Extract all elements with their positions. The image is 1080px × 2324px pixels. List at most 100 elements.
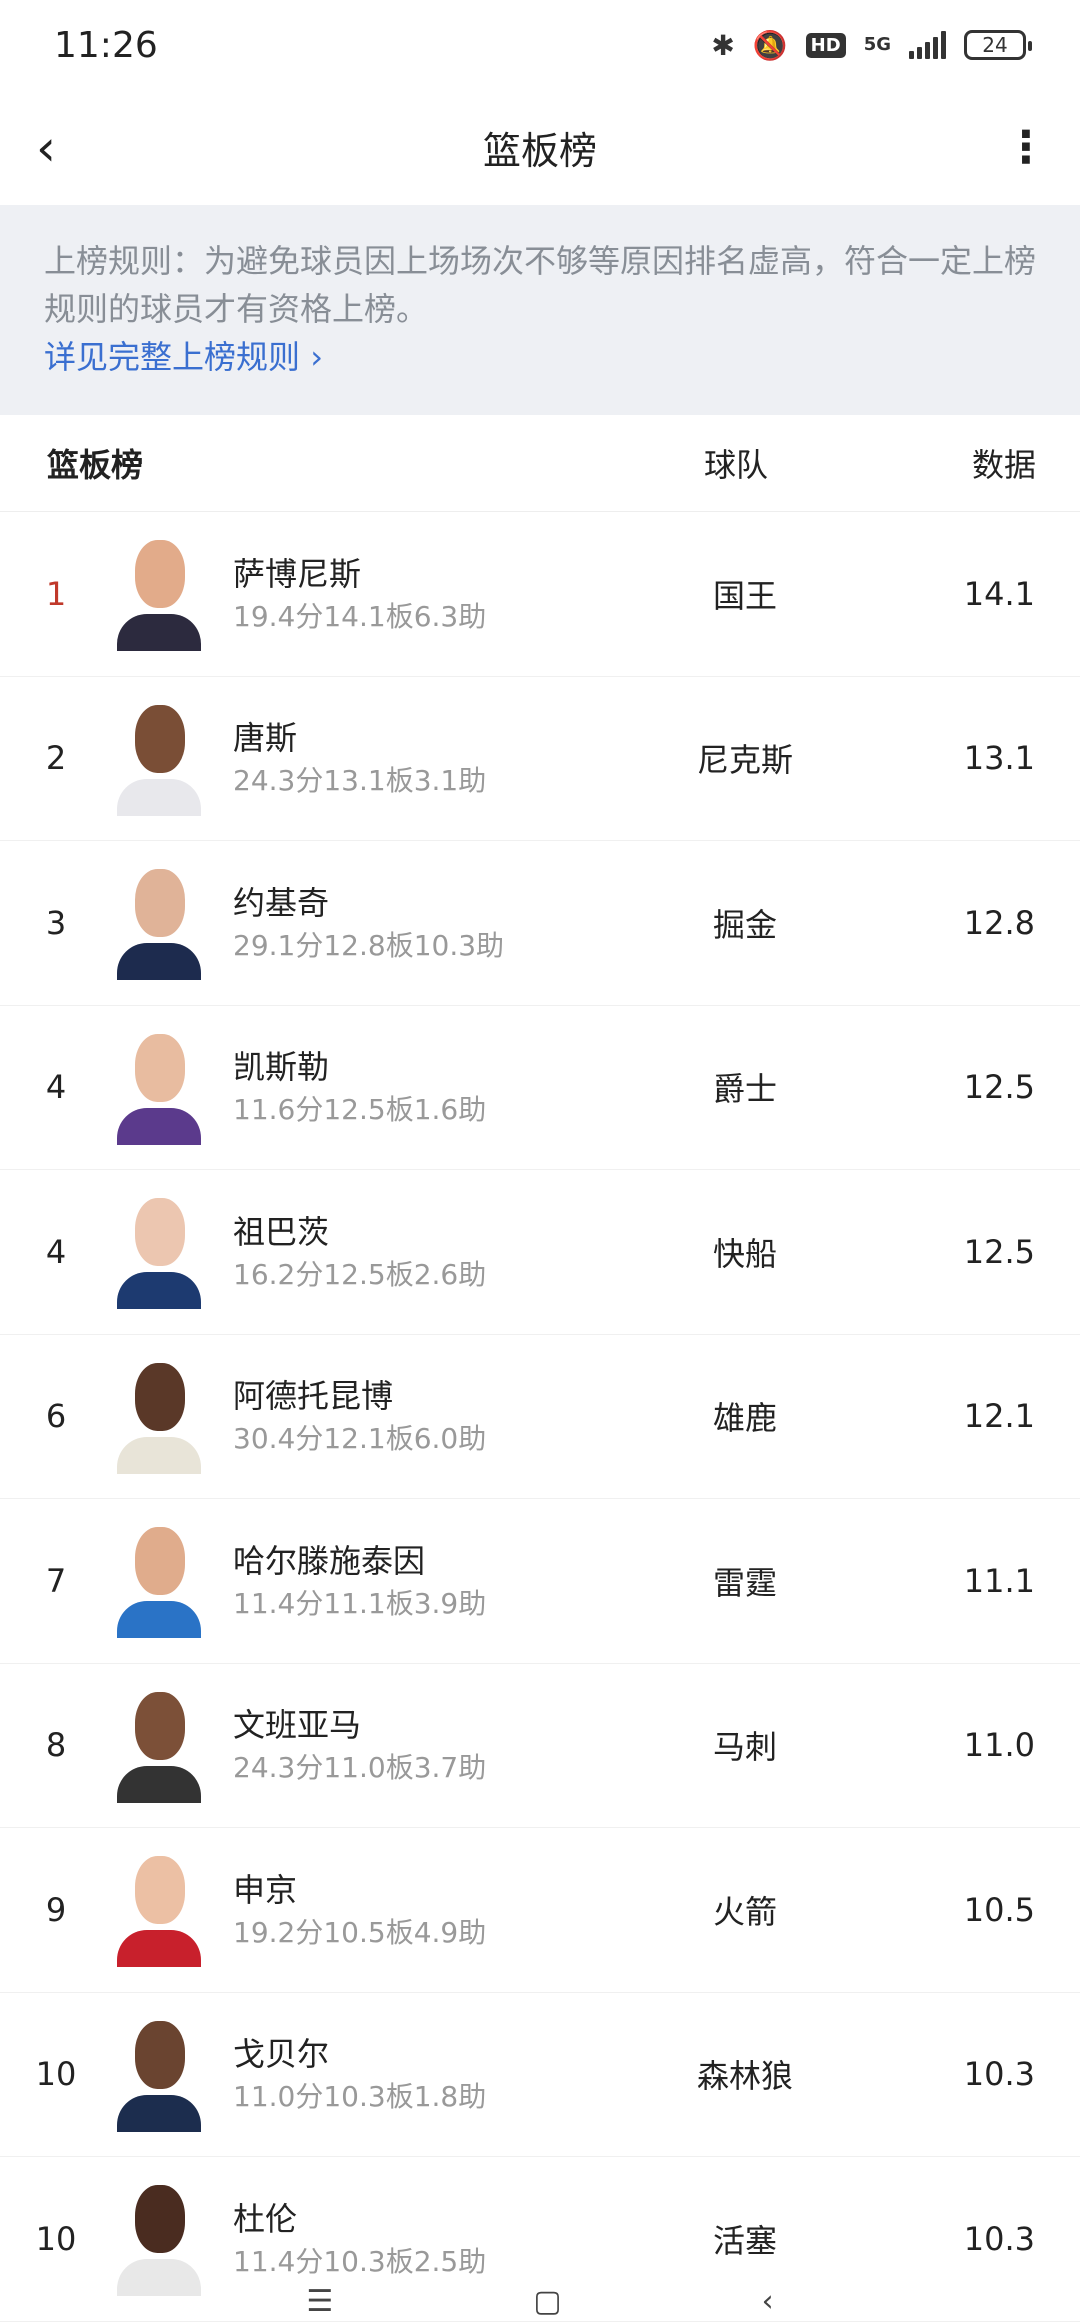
rebound-value: 10.3 <box>963 2219 1035 2258</box>
avatar <box>115 865 203 981</box>
table-row[interactable]: 7 哈尔滕施泰因 11.4分11.1板3.9助 雷霆 11.1 <box>0 1499 1080 1664</box>
player-stats: 29.1分12.8板10.3助 <box>233 928 505 962</box>
team-name: 雷霆 <box>712 1563 777 1602</box>
battery-level: 24 <box>982 33 1008 57</box>
rank: 4 <box>45 1232 67 1271</box>
bluetooth-icon: ✱ <box>711 28 735 62</box>
player-stats: 19.4分14.1板6.3助 <box>233 599 487 633</box>
rank: 1 <box>45 574 67 613</box>
team-name: 马刺 <box>712 1728 777 1767</box>
system-nav: ☰ ▢ ‹ <box>0 2284 1080 2324</box>
header-ranking: 篮板榜 <box>47 446 144 484</box>
player-stats: 11.0分10.3板1.8助 <box>233 2080 487 2114</box>
page-title: 篮板榜 <box>482 129 597 173</box>
avatar <box>115 1359 203 1474</box>
rebound-value: 11.0 <box>963 1726 1035 1765</box>
top-bar: ‹ 篮板榜 ⋮ <box>0 90 1080 205</box>
player-name: 唐斯 <box>233 719 298 758</box>
team-name: 森林狼 <box>696 2057 793 2096</box>
more-vertical-icon[interactable]: ⋮ <box>1004 122 1048 173</box>
player-name: 约基奇 <box>233 883 330 922</box>
rank: 7 <box>45 1561 67 1600</box>
rebound-value: 10.5 <box>963 1890 1035 1929</box>
rebound-value: 14.1 <box>963 574 1035 613</box>
avatar <box>115 1523 203 1639</box>
player-stats: 19.2分10.5板4.9助 <box>233 1915 487 1949</box>
avatar <box>115 1194 203 1310</box>
avatar <box>115 536 203 652</box>
header-team: 球队 <box>703 446 768 484</box>
rebound-value: 10.3 <box>963 2055 1035 2094</box>
home-icon[interactable]: ▢ <box>533 2284 562 2319</box>
avatar <box>115 2181 203 2297</box>
avatar <box>115 701 203 816</box>
menu-icon[interactable]: ☰ <box>306 2284 334 2319</box>
rebound-value: 12.5 <box>963 1068 1035 1107</box>
rank: 2 <box>45 739 67 778</box>
rules-text: 上榜规则：为避免球员因上场场次不够等原因排名虚高，符合一定上榜规则的球员才有资格… <box>44 242 1037 328</box>
avatar <box>115 2017 203 2132</box>
rebound-value: 11.1 <box>963 1561 1035 1600</box>
team-name: 尼克斯 <box>696 741 793 780</box>
player-stats: 11.4分11.1板3.9助 <box>233 1586 487 1620</box>
player-name: 凯斯勒 <box>233 1048 330 1087</box>
mute-icon: 🔕 <box>752 28 788 62</box>
rebound-value: 13.1 <box>963 739 1035 778</box>
rank: 9 <box>45 1890 67 1929</box>
table-row[interactable]: 2 唐斯 24.3分13.1板3.1助 尼克斯 13.1 <box>0 677 1080 841</box>
table-header: 篮板榜 球队 数据 <box>0 415 1080 512</box>
team-name: 火箭 <box>712 1892 777 1931</box>
table-row[interactable]: 1 萨博尼斯 19.4分14.1板6.3助 国王 14.1 <box>0 512 1080 677</box>
rank: 10 <box>35 2055 77 2094</box>
avatar <box>115 1030 203 1145</box>
rules-notice: 上榜规则：为避免球员因上场场次不够等原因排名虚高，符合一定上榜规则的球员才有资格… <box>0 205 1080 415</box>
table-row[interactable]: 9 申京 19.2分10.5板4.9助 火箭 10.5 <box>0 1828 1080 1993</box>
player-stats: 24.3分13.1板3.1助 <box>233 764 487 798</box>
chevron-right-icon: › <box>310 338 323 376</box>
rebound-value: 12.1 <box>963 1397 1035 1436</box>
table-row[interactable]: 8 文班亚马 24.3分11.0板3.7助 马刺 11.0 <box>0 1664 1080 1828</box>
table-row[interactable]: 4 凯斯勒 11.6分12.5板1.6助 爵士 12.5 <box>0 1006 1080 1170</box>
table-row[interactable]: 3 约基奇 29.1分12.8板10.3助 掘金 12.8 <box>0 841 1080 1006</box>
network-label: 5G <box>863 34 891 55</box>
player-name: 萨博尼斯 <box>233 554 362 593</box>
rank: 10 <box>35 2219 77 2258</box>
player-name: 哈尔滕施泰因 <box>233 1541 426 1580</box>
battery-icon: 24 <box>964 30 1032 60</box>
team-name: 活塞 <box>712 2221 777 2260</box>
avatar <box>115 1688 203 1803</box>
player-name: 阿德托昆博 <box>233 1377 394 1416</box>
player-stats: 11.4分10.3板2.5助 <box>233 2244 487 2278</box>
player-stats: 11.6分12.5板1.6助 <box>233 1093 487 1127</box>
table-row[interactable]: 6 阿德托昆博 30.4分12.1板6.0助 雄鹿 12.1 <box>0 1335 1080 1499</box>
table-row[interactable]: 4 祖巴茨 16.2分12.5板2.6助 快船 12.5 <box>0 1170 1080 1335</box>
table-row[interactable]: 10 戈贝尔 11.0分10.3板1.8助 森林狼 10.3 <box>0 1993 1080 2157</box>
clock: 11:26 <box>54 24 158 66</box>
status-bar: 11:26 ✱ 🔕 HD 5G 24 <box>0 0 1080 90</box>
team-name: 爵士 <box>712 1070 777 1109</box>
player-name: 祖巴茨 <box>233 1212 330 1251</box>
team-name: 掘金 <box>712 905 777 944</box>
signal-icon <box>909 31 946 59</box>
player-stats: 24.3分11.0板3.7助 <box>233 1751 487 1785</box>
rebound-value: 12.8 <box>963 903 1035 942</box>
hd-icon: HD <box>805 32 846 58</box>
chevron-left-icon[interactable]: ‹ <box>36 118 56 177</box>
back-nav-icon[interactable]: ‹ <box>761 2284 774 2319</box>
team-name: 雄鹿 <box>712 1399 777 1438</box>
rebound-value: 12.5 <box>963 1232 1035 1271</box>
player-stats: 30.4分12.1板6.0助 <box>233 1422 487 1456</box>
rank: 8 <box>45 1726 67 1765</box>
rank: 4 <box>45 1068 67 1107</box>
player-name: 申京 <box>233 1870 298 1909</box>
player-name: 文班亚马 <box>233 1706 362 1745</box>
table-row[interactable]: 10 杜伦 11.4分10.3板2.5助 活塞 10.3 <box>0 2157 1080 2322</box>
rank: 3 <box>45 903 67 942</box>
ranking-list: 1 萨博尼斯 19.4分14.1板6.3助 国王 14.1 2 唐斯 24.3分1… <box>0 512 1080 2322</box>
full-rules-link-label: 详见完整上榜规则 <box>44 338 301 376</box>
rank: 6 <box>45 1397 67 1436</box>
team-name: 国王 <box>712 576 777 615</box>
player-name: 杜伦 <box>233 2199 298 2238</box>
full-rules-link[interactable]: 详见完整上榜规则 › <box>44 333 1036 381</box>
player-name: 戈贝尔 <box>233 2035 330 2074</box>
